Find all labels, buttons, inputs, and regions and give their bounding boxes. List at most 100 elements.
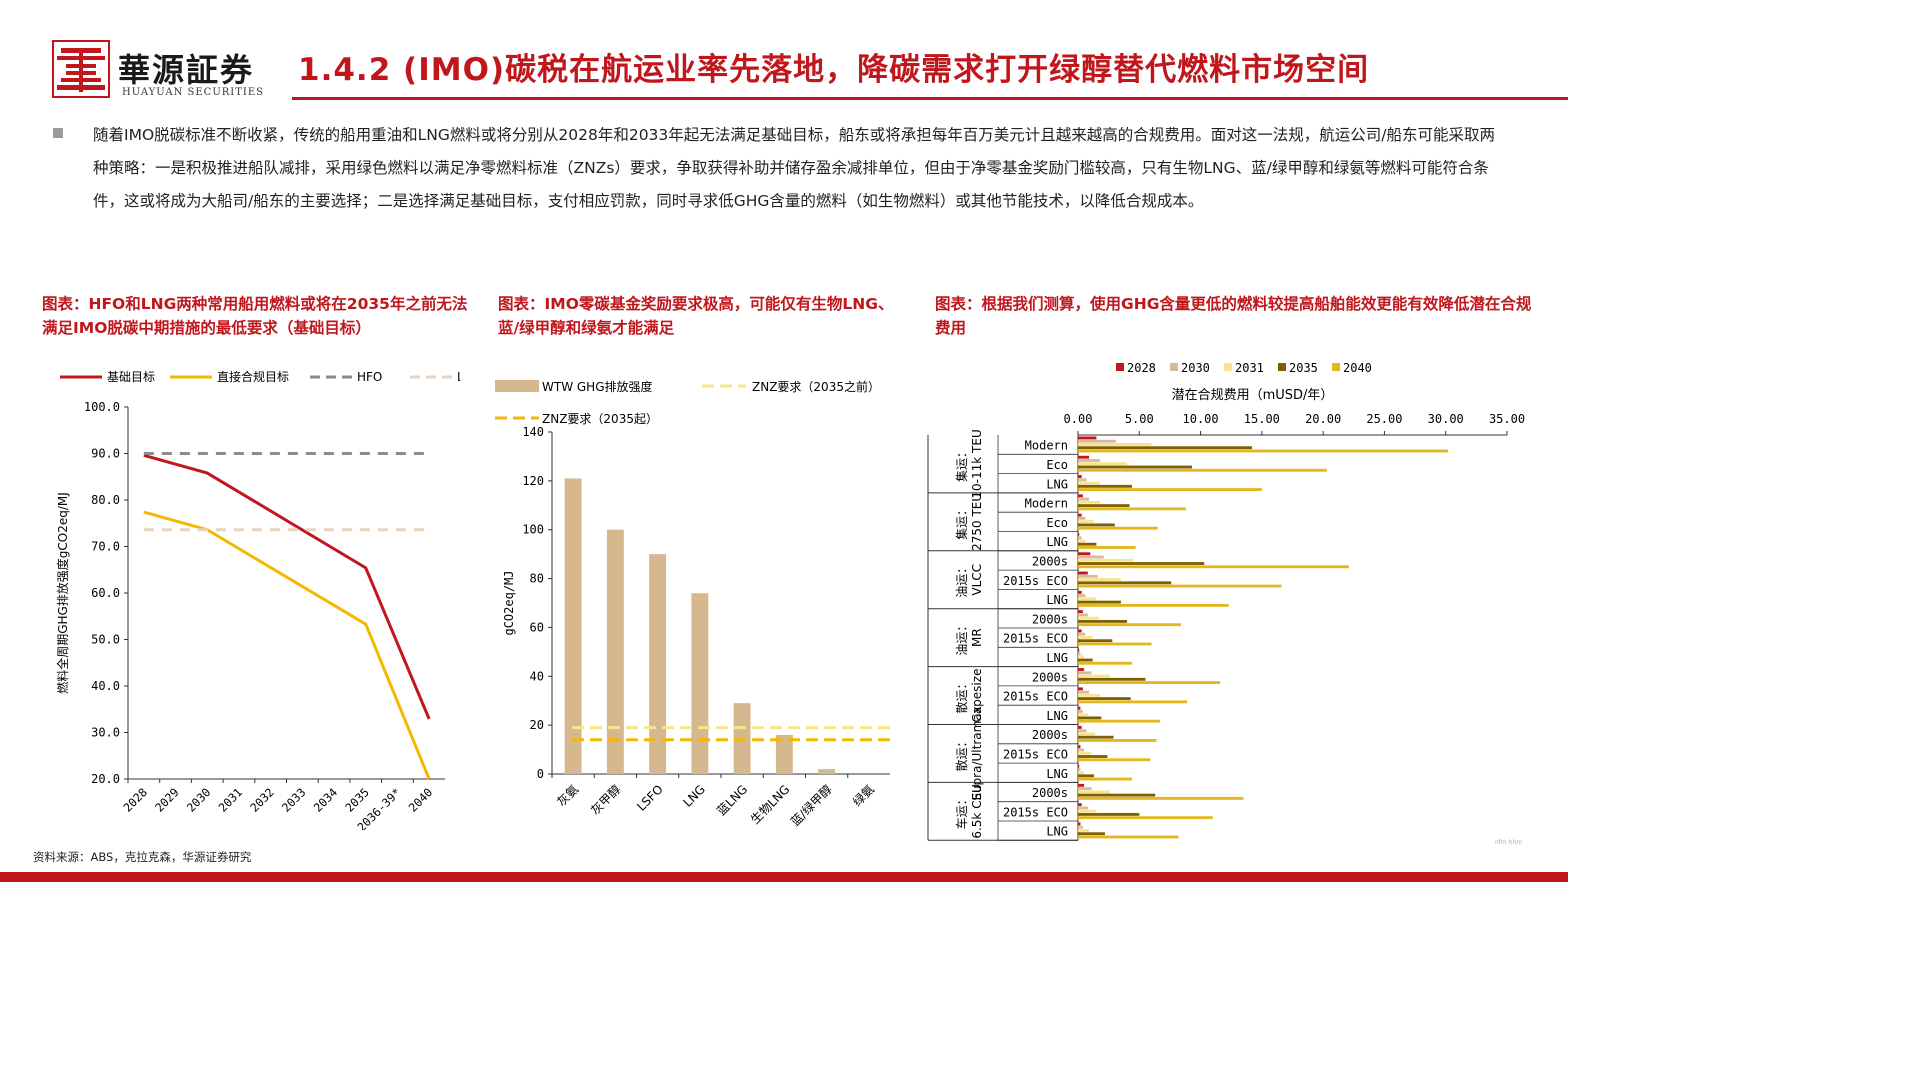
chart2-bar [564,478,582,774]
chart3-legend-swatch [1332,363,1340,371]
chart1-y-tick-label: 70.0 [91,540,120,554]
chart3-row-label: LNG [1046,593,1068,607]
chart3-bar [1078,613,1088,617]
chart3-bar [1078,816,1213,820]
chart3-bar [1078,623,1181,627]
chart1-caption: 图表：HFO和LNG两种常用船用燃料或将在2035年之前无法满足IMO脱碳中期措… [42,295,468,337]
chart3-bar [1078,806,1088,810]
chart3-legend-label: 2035 [1289,361,1318,375]
chart3-row-label: LNG [1046,651,1068,665]
chart3-legend-label: 2030 [1181,361,1210,375]
chart1-legend-label: 基础目标 [107,370,155,384]
chart2-x-tick-label: 绿氨 [849,782,877,810]
chart3-bar [1078,709,1083,713]
chart3-bar [1078,581,1172,585]
chart2-x-tick-label: LSFO [634,782,666,814]
chart3-legend-swatch [1278,363,1286,371]
chart3-bar [1078,745,1081,749]
chart2-caption: 图表：IMO零碳基金奖励要求极高，可能仅有生物LNG、蓝/绿甲醇和绿氨才能满足 [498,295,894,337]
chart3-group-label-line1: 散运： [954,735,969,771]
chart3-bar [1078,793,1156,797]
chart3-bar [1078,523,1115,527]
chart3-row-label: Modern [1025,439,1068,453]
chart3-bar [1078,719,1161,723]
source-note: 资料来源：ABS，克拉克森，华源证券研究 [33,850,252,864]
chart3-bar [1078,565,1349,569]
chart3-row-label: 2015s ECO [1003,805,1068,819]
chart3-group-label-line2: 10-11k TEU [970,429,984,498]
chart3-group-label: 散运： Supra/Ultramax [954,706,984,800]
chart3-row-label: 2000s [1032,786,1068,800]
chart3-bar [1078,681,1221,684]
chart3-x-tick-label: 0.00 [1064,412,1093,426]
chart3-row-label: Modern [1025,497,1068,511]
chart3-bar [1078,690,1090,694]
chart3-bar [1078,639,1113,643]
chart3-bar [1078,504,1130,508]
chart3-bar [1078,777,1132,781]
chart3-bar [1078,697,1131,701]
chart1-legend-label: HFO [357,370,382,384]
chart3-bar [1078,603,1229,607]
chart3-bar [1078,767,1081,771]
chart3-bar [1078,764,1080,768]
chart3-legend-swatch [1116,363,1124,371]
chart2-x-tick-label: 灰甲醇 [587,782,623,818]
chart3-bar [1078,774,1094,778]
chart3-legend-swatch [1224,363,1232,371]
chart3-bar [1078,594,1086,598]
chart3-bar [1078,436,1097,440]
chart3-bar [1078,536,1082,540]
chart3-row-label: 2000s [1032,728,1068,742]
chart3-bar [1078,706,1081,710]
chart3-group-label-line2: Capesize [970,669,984,723]
summary-paragraph: 随着IMO脱碳标准不断收紧，传统的船用重油和LNG燃料或将分别从2028年和20… [93,126,1496,210]
chart3-row-label: Eco [1046,458,1068,472]
chart3-row-label: 2000s [1032,554,1068,568]
chart3-bar [1078,574,1098,578]
chart3-row-label: LNG [1046,825,1068,839]
chart3-title: 潜在合规费用（mUSD/年） [1172,388,1334,403]
chart3-bar [1078,735,1114,739]
chart3-bar [1078,629,1082,633]
chart3-bar [1078,693,1101,697]
chart3-bar [1078,771,1085,774]
chart3-row-label: 2000s [1032,612,1068,626]
chart3-bar [1078,658,1093,662]
chart3-bar [1078,555,1104,559]
chart3-bar [1078,700,1188,704]
chart3-bar [1078,619,1128,623]
brand-name-en: HUAYUAN SECURITIES [122,87,265,98]
chart3-group-label-line2: VLCC [970,564,984,596]
chart3-caption: 图表：根据我们测算，使用GHG含量更低的燃料较提高船舶能效更能有效降低潜在合规费… [935,295,1532,337]
chart2-y-tick-label: 100 [522,523,544,537]
huayuan-logo-icon [52,40,110,98]
chart3-x-tick-label: 30.00 [1428,412,1464,426]
chart3-bar [1078,655,1085,659]
page-title: 1.4.2 (IMO)碳税在航运业率先落地，降碳需求打开绿醇替代燃料市场空间 [298,52,1370,88]
chart3-bar [1078,439,1116,443]
chart2-y-tick-label: 0 [537,767,544,781]
chart3-bar [1078,758,1151,762]
chart2-x-tick-label: 生物LNG [748,782,793,827]
chart3-legend-label: 2040 [1343,361,1372,375]
chart3-bar [1078,648,1080,652]
brand-name: 華源証券 [118,51,255,89]
chart3-row-label: 2015s ECO [1003,632,1068,646]
chart3-bar [1078,677,1146,681]
chart3-bar [1078,507,1186,511]
chart2-legend-label: ZNZ要求（2035之前） [752,379,880,394]
chart3-bar [1078,494,1083,498]
chart1-x-tick-label: 2030 [184,785,214,815]
chart2-x-tick-label: 蓝/绿甲醇 [787,782,834,829]
chart3-bar [1078,462,1128,466]
chart3-bar [1078,475,1082,478]
chart3-bar [1078,687,1083,691]
chart3-bar [1078,832,1105,836]
chart3-bar [1078,449,1449,453]
chart3-bar [1078,755,1108,758]
chart3-bar [1078,516,1086,520]
chart3-bar [1078,465,1192,469]
chart3-bar [1078,542,1097,546]
chart3-group-label: 集运： 2750 TEU [954,493,984,551]
